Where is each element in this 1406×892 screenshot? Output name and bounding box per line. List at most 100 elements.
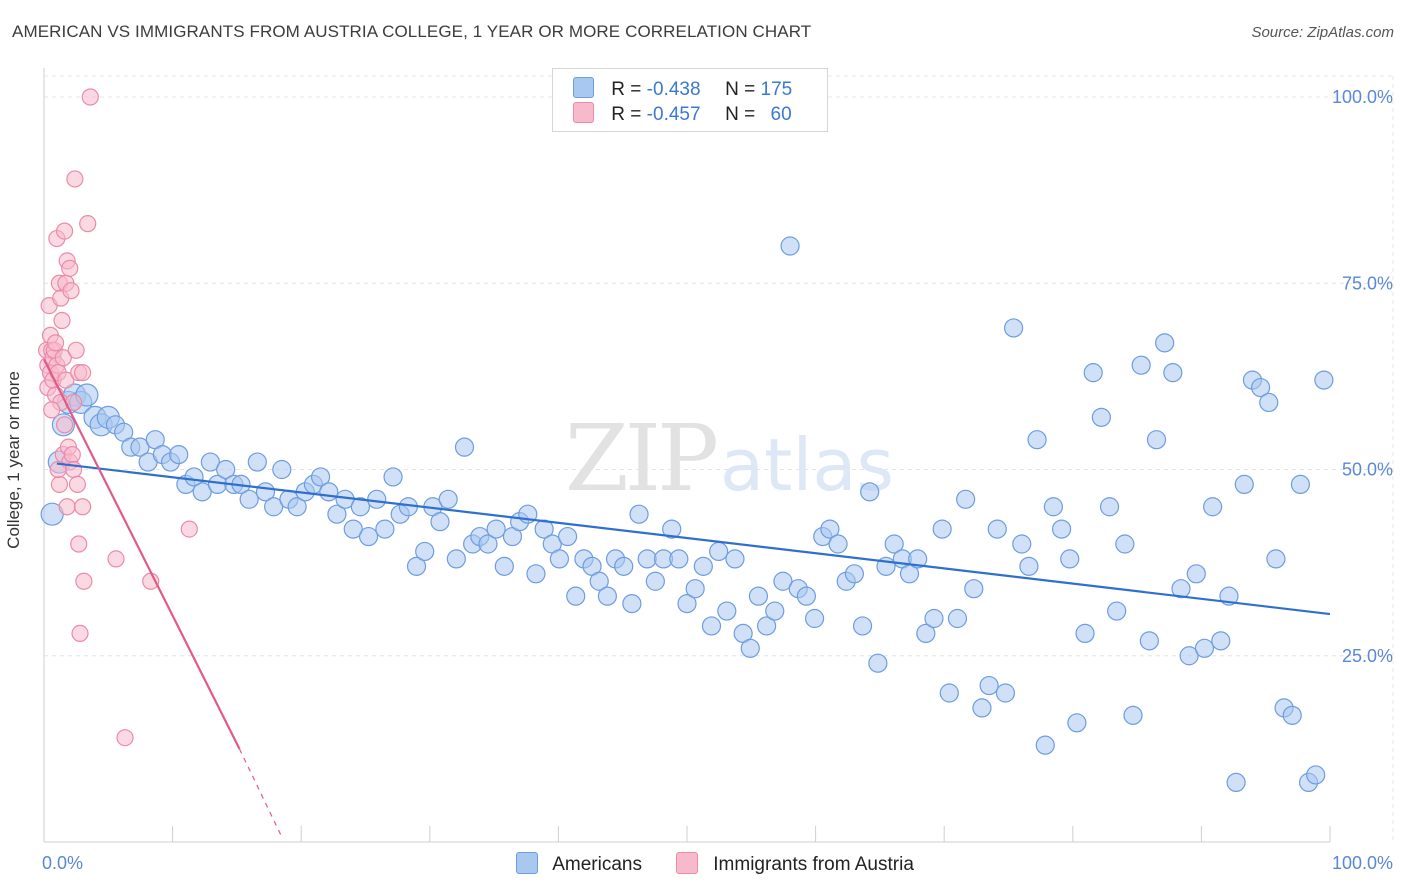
point-americans: [1060, 549, 1080, 569]
point-austria: [55, 222, 74, 240]
point-americans: [669, 549, 689, 569]
trend-line-americans: [56, 462, 1331, 616]
point-austria: [67, 341, 85, 359]
bottom-legend-swatch-americans: [516, 852, 538, 874]
x-tick-labels: 0.0% 100.0%: [42, 853, 1393, 873]
point-americans: [1043, 497, 1064, 517]
point-americans: [748, 586, 769, 606]
point-americans: [1019, 556, 1039, 576]
legend-row-americans: R = -0.438 N = 175: [573, 77, 792, 101]
correlation-legend: R = -0.438 N = 175 R = -0.457 N = 60: [552, 68, 828, 132]
point-austria: [63, 446, 81, 464]
point-americans: [486, 519, 506, 539]
point-austria: [50, 475, 69, 493]
trend-lines: [43, 358, 1331, 835]
bottom-legend-label-americans: Americans: [552, 854, 642, 875]
point-americans: [740, 638, 760, 658]
point-americans: [1012, 534, 1032, 554]
point-americans: [1163, 363, 1183, 383]
point-americans: [780, 236, 800, 256]
point-americans: [1107, 601, 1127, 621]
point-americans: [932, 519, 952, 539]
legend-n-label: N =: [725, 104, 756, 125]
point-americans: [844, 564, 864, 584]
point-americans: [828, 534, 848, 554]
point-americans: [343, 519, 363, 539]
point-americans: [1234, 474, 1254, 494]
point-austria: [81, 88, 99, 106]
point-americans: [375, 519, 395, 539]
point-americans: [216, 459, 236, 480]
point-americans: [725, 549, 745, 569]
point-austria: [75, 572, 93, 590]
point-americans: [757, 616, 777, 636]
point-americans: [358, 526, 379, 547]
point-americans: [1091, 407, 1111, 427]
point-americans: [622, 593, 642, 614]
point-americans: [264, 497, 284, 517]
point-americans: [1146, 430, 1167, 450]
point-americans: [310, 467, 331, 487]
point-americans: [367, 489, 387, 509]
point-americans: [1179, 646, 1199, 666]
point-americans: [916, 623, 936, 644]
point-austria: [71, 624, 89, 643]
point-austria: [43, 401, 61, 419]
point-americans: [526, 564, 546, 584]
y-axis-label: College, 1 year or more: [4, 371, 23, 549]
point-americans: [1075, 623, 1095, 644]
point-americans: [1035, 735, 1055, 755]
point-americans: [383, 467, 403, 487]
point-americans: [852, 616, 873, 636]
watermark-zip: ZIP: [565, 405, 716, 512]
point-americans: [804, 608, 825, 629]
point-austria: [73, 364, 92, 382]
point-americans: [773, 571, 793, 591]
point-austria: [57, 371, 75, 389]
point-americans: [1131, 355, 1151, 375]
point-austria: [58, 498, 76, 516]
point-americans: [566, 586, 586, 606]
point-americans: [430, 512, 450, 532]
point-americans: [319, 482, 339, 502]
point-americans: [860, 482, 880, 502]
point-americans: [1171, 579, 1191, 599]
point-americans: [478, 534, 498, 554]
bottom-legend-label-austria: Immigrants from Austria: [713, 854, 914, 875]
legend-n-value: 60: [770, 104, 792, 125]
point-americans: [1155, 333, 1175, 353]
point-austria: [61, 259, 79, 277]
point-austria: [53, 311, 71, 330]
point-americans: [796, 586, 817, 606]
legend-r-label: R =: [611, 104, 642, 125]
point-austria: [79, 215, 97, 233]
y-tick-label: 50.0%: [1342, 460, 1393, 480]
gridlines: [44, 75, 1394, 842]
point-americans: [192, 482, 212, 502]
legend-swatch-austria: [573, 102, 594, 123]
point-americans: [956, 489, 976, 509]
y-tick-label: 100.0%: [1332, 87, 1393, 107]
point-americans: [1250, 377, 1271, 398]
point-americans: [1027, 430, 1047, 450]
point-austria: [70, 535, 88, 553]
point-americans: [1211, 631, 1231, 651]
point-americans: [614, 556, 634, 576]
point-americans: [924, 608, 944, 629]
point-americans: [884, 534, 904, 554]
trend-line-austria: [43, 358, 241, 750]
point-americans: [1314, 370, 1334, 390]
legend-r-value: -0.457: [646, 104, 701, 125]
point-americans: [557, 526, 578, 547]
bottom-legend-swatch-austria: [676, 852, 698, 874]
point-americans: [645, 571, 665, 591]
point-austria: [180, 520, 198, 538]
y-tick-label: 75.0%: [1342, 273, 1393, 293]
watermark: ZIP atlas: [565, 405, 894, 512]
point-americans: [1067, 713, 1087, 733]
point-americans: [184, 467, 204, 487]
point-americans: [1194, 638, 1215, 658]
trend-line-austria-extension: [238, 748, 282, 835]
point-americans: [350, 497, 370, 517]
point-americans: [1004, 318, 1024, 338]
